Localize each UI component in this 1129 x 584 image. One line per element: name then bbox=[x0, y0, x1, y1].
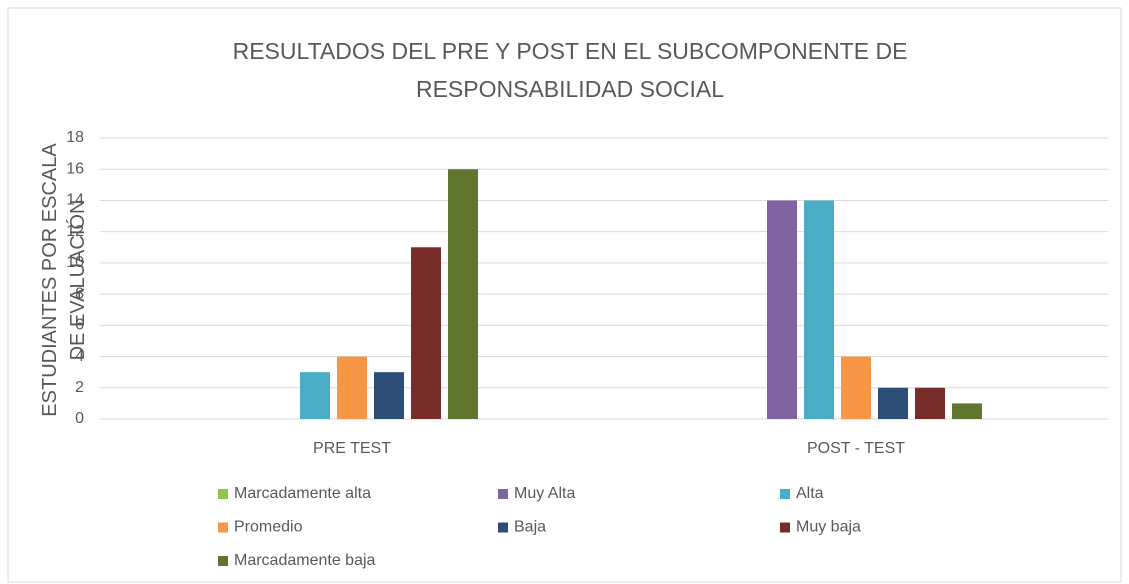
legend-label: Baja bbox=[514, 519, 546, 536]
y-tick-label: 2 bbox=[75, 379, 84, 396]
bar bbox=[804, 200, 834, 419]
y-tick-label: 8 bbox=[75, 285, 84, 302]
bar bbox=[411, 247, 441, 419]
legend-label: Marcadamente baja bbox=[234, 552, 376, 569]
bar bbox=[448, 169, 478, 419]
chart-border bbox=[7, 7, 1122, 583]
y-tick-label: 12 bbox=[66, 223, 84, 240]
y-axis-label: ESTUDIANTES POR ESCALA DE EVALUACIÓN bbox=[39, 143, 89, 417]
chart-title: RESULTADOS DEL PRE Y POST EN EL SUBCOMPO… bbox=[232, 38, 908, 102]
legend-label: Marcadamente alta bbox=[234, 485, 371, 502]
legend-swatch bbox=[218, 522, 228, 533]
bar bbox=[915, 387, 945, 419]
y-tick-label: 4 bbox=[75, 348, 84, 365]
legend-swatch bbox=[498, 489, 508, 499]
bar bbox=[374, 372, 404, 419]
bar bbox=[300, 372, 330, 419]
legend-swatch bbox=[218, 556, 228, 566]
y-tick-label: 14 bbox=[66, 192, 84, 209]
y-tick-label: 18 bbox=[66, 129, 84, 146]
legend-swatch bbox=[218, 489, 228, 499]
legend-swatch bbox=[780, 522, 790, 533]
legend-label: Alta bbox=[796, 485, 824, 502]
legend-label: Muy Alta bbox=[514, 485, 575, 502]
y-tick-label: 6 bbox=[75, 317, 84, 334]
x-tick-label: PRE TEST bbox=[313, 440, 391, 457]
legend-swatch bbox=[498, 522, 508, 533]
bar bbox=[841, 356, 871, 419]
bar bbox=[878, 387, 908, 419]
bar bbox=[767, 200, 797, 419]
legend-label: Promedio bbox=[234, 519, 303, 536]
bar bbox=[952, 403, 982, 419]
bar bbox=[337, 356, 367, 419]
y-tick-label: 0 bbox=[75, 410, 84, 427]
y-tick-label: 10 bbox=[66, 254, 84, 271]
legend-swatch bbox=[780, 489, 790, 499]
legend-label: Muy baja bbox=[796, 519, 861, 536]
x-tick-label: POST - TEST bbox=[807, 440, 905, 457]
y-tick-label: 16 bbox=[66, 160, 84, 177]
